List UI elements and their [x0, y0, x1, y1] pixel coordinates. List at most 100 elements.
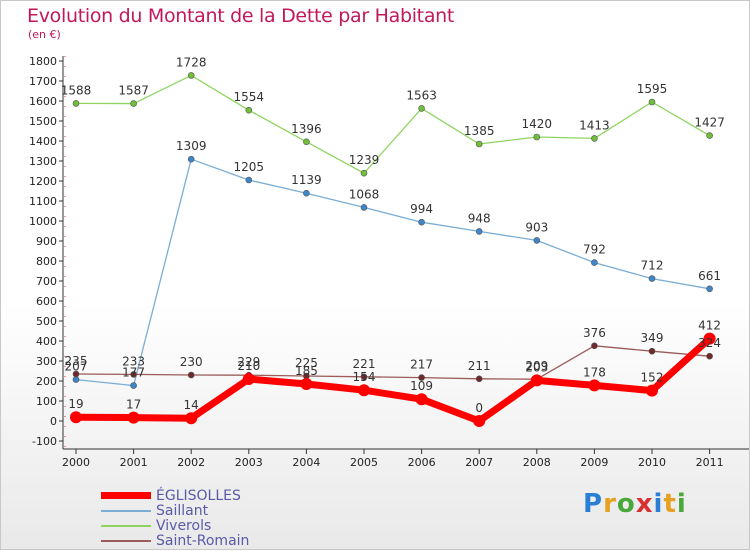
logo-letter: r [603, 489, 617, 519]
logo-letter: o [616, 489, 636, 519]
chart-legend: ÉGLISOLLES Saillant Viverols Saint-Romain [101, 488, 249, 549]
y-tick-label: 0 [50, 415, 57, 428]
data-label--glisolles: 185 [295, 364, 318, 378]
series-point-saillant [533, 237, 541, 244]
data-label-saint-romain: 217 [410, 358, 433, 372]
series-point-viverols [360, 169, 368, 177]
data-label-viverols: 1396 [291, 122, 322, 136]
series-point-viverols [303, 138, 310, 146]
series-point-saillant [245, 176, 253, 184]
series-point-viverols [130, 100, 137, 107]
logo-letter: t [663, 489, 677, 519]
y-tick-label: 1100 [29, 195, 57, 208]
data-label-saint-romain: 230 [180, 355, 203, 369]
legend-swatch [101, 524, 151, 527]
logo-letter: i [676, 489, 687, 519]
data-label-saillant: 1309 [176, 139, 207, 153]
logo-letter: P [583, 489, 604, 519]
series-point-saillant [591, 259, 598, 266]
series-point-saillant [418, 218, 425, 226]
data-label-viverols: 1385 [464, 124, 495, 138]
y-tick-label: 1000 [29, 215, 57, 228]
data-label-saint-romain: 376 [583, 326, 606, 340]
y-tick-label: 1700 [29, 75, 57, 88]
series-point-viverols [475, 140, 483, 148]
y-tick-label: 500 [36, 315, 57, 328]
series-point-saillant [187, 155, 195, 163]
series-point-saint-romain [706, 352, 713, 360]
series-line--glisolles [75, 336, 712, 425]
x-tick-label: 2010 [638, 456, 666, 469]
data-label-viverols: 1239 [349, 153, 380, 167]
y-tick-label: -100 [32, 435, 57, 448]
data-label-saillant: 948 [468, 211, 491, 225]
data-label-saint-romain: 235 [65, 354, 88, 368]
series-point--glisolles [530, 374, 543, 387]
data-label-viverols: 1563 [406, 88, 437, 102]
data-label--glisolles: 0 [475, 401, 483, 415]
chart-title: Evolution du Montant de la Dette par Hab… [27, 5, 455, 27]
series-point-saint-romain [130, 371, 137, 378]
series-point-viverols [591, 135, 598, 142]
series-point-viverols [533, 133, 541, 141]
series-point-saint-romain [475, 375, 483, 383]
x-tick-label: 2009 [580, 456, 608, 469]
series-point-saillant [303, 189, 310, 197]
series-point-saillant [360, 204, 368, 211]
y-tick-label: 1400 [29, 135, 57, 148]
legend-label: Saillant [156, 502, 209, 519]
legend-label: Viverols [156, 517, 212, 534]
data-label-saillant: 1139 [291, 173, 322, 187]
data-label-viverols: 1420 [522, 117, 553, 131]
y-tick-label: 200 [36, 375, 57, 388]
data-label-saillant: 1205 [234, 160, 265, 174]
series-point-viverols [245, 106, 253, 114]
x-tick-label: 2001 [120, 456, 148, 469]
data-label-saint-romain: 233 [122, 354, 145, 368]
data-label-saillant: 1068 [349, 187, 380, 201]
y-tick-label: 900 [36, 235, 57, 248]
series-point-saint-romain [418, 374, 425, 381]
logo-letter: x [635, 489, 654, 519]
series-point-saint-romain [187, 371, 195, 379]
legend-item: Saint-Romain [101, 533, 249, 549]
data-label-saint-romain: 324 [698, 336, 721, 350]
y-tick-label: 1600 [29, 95, 57, 108]
x-tick-label: 2004 [292, 456, 320, 469]
legend-swatch [101, 492, 151, 499]
data-label-viverols: 1595 [637, 82, 668, 96]
y-tick-label: 1500 [29, 115, 57, 128]
data-label-saillant: 177 [122, 366, 145, 380]
series-line-viverols [75, 74, 710, 174]
series-point--glisolles [185, 412, 198, 425]
data-label--glisolles: 178 [583, 365, 606, 379]
x-tick-label: 2011 [696, 456, 724, 469]
data-label--glisolles: 412 [698, 319, 721, 333]
series-point--glisolles [415, 393, 428, 406]
x-tick-label: 2008 [523, 456, 551, 469]
data-label--glisolles: 203 [525, 360, 548, 374]
series-point--glisolles [127, 411, 140, 424]
series-point-viverols [706, 132, 713, 139]
legend-swatch [101, 539, 151, 542]
data-label-saillant: 903 [525, 220, 548, 234]
series-point-saillant [706, 285, 713, 293]
data-label-saillant: 207 [65, 360, 88, 374]
y-tick-label: 1800 [29, 55, 57, 68]
series-point-saillant [475, 228, 483, 235]
series-point--glisolles [358, 384, 370, 397]
data-label--glisolles: 14 [184, 398, 199, 412]
x-tick-label: 2005 [350, 456, 378, 469]
data-label-viverols: 1427 [694, 116, 725, 130]
series-point--glisolles [703, 332, 716, 345]
series-point--glisolles [646, 384, 658, 397]
x-tick-label: 2000 [62, 456, 90, 469]
series-point--glisolles [588, 379, 601, 392]
data-label-viverols: 1554 [234, 90, 265, 104]
series-point--glisolles [300, 378, 313, 390]
data-label-saillant: 994 [410, 202, 433, 216]
data-label-saillant: 712 [641, 259, 664, 273]
data-label-saint-romain: 229 [237, 355, 260, 369]
